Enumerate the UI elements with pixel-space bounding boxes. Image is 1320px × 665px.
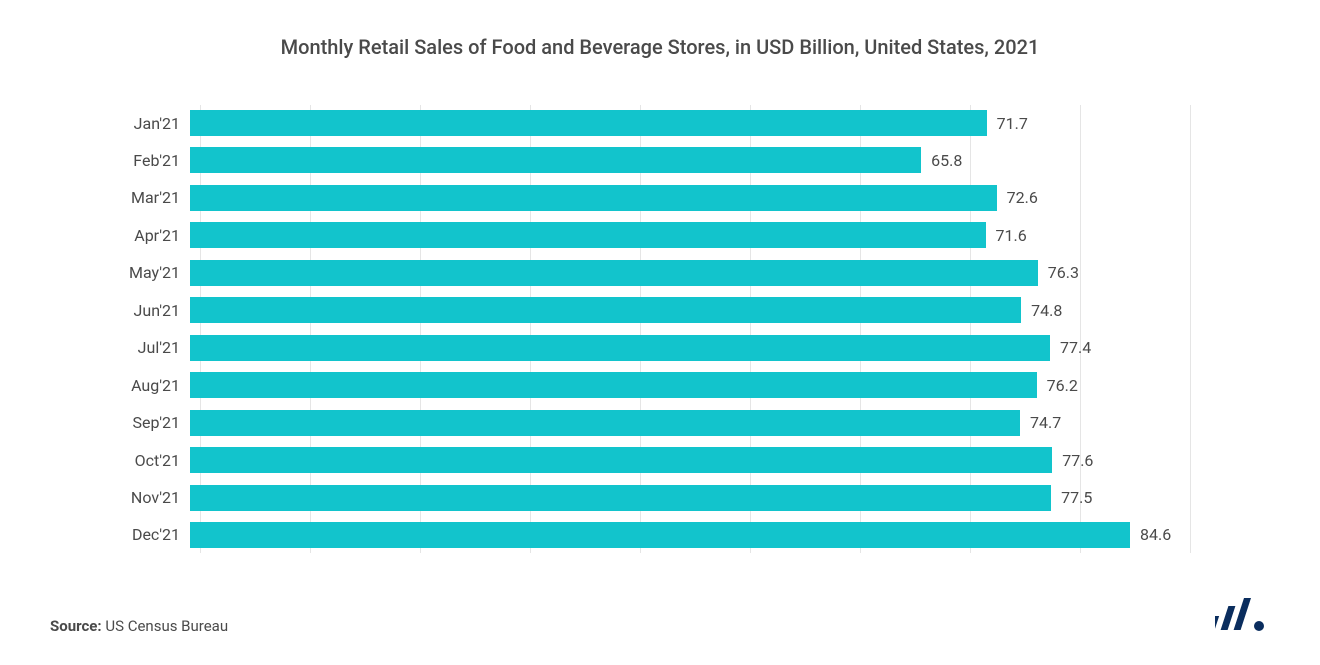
category-label: Nov'21 xyxy=(110,488,190,507)
bar-track: 72.6 xyxy=(190,185,1190,211)
logo-dot xyxy=(1254,621,1264,631)
bar xyxy=(190,297,1021,323)
category-label: Jul'21 xyxy=(110,338,190,357)
bar-row: Jun'21 74.8 xyxy=(110,296,1190,324)
bar-track: 76.2 xyxy=(190,372,1190,398)
bar-track: 77.6 xyxy=(190,447,1190,473)
bar xyxy=(190,260,1038,286)
bar-value: 77.5 xyxy=(1061,488,1092,507)
bar xyxy=(190,147,921,173)
chart-area: Jan'21 71.7 Feb'21 65.8 Mar'21 72.6 Apr'21 71.6… xyxy=(110,109,1190,549)
bar-track: 65.8 xyxy=(190,147,1190,173)
bar-value: 77.6 xyxy=(1062,451,1093,470)
category-label: Aug'21 xyxy=(110,376,190,395)
category-label: Oct'21 xyxy=(110,451,190,470)
gridline xyxy=(1190,105,1191,553)
logo-stripe-2 xyxy=(1221,606,1236,630)
bar xyxy=(190,185,997,211)
bar-row: Nov'21 77.5 xyxy=(110,484,1190,512)
bars-container: Jan'21 71.7 Feb'21 65.8 Mar'21 72.6 Apr'21 71.6… xyxy=(110,109,1190,549)
bar-value: 74.7 xyxy=(1030,413,1061,432)
source-text: US Census Bureau xyxy=(105,617,228,635)
bar-track: 74.8 xyxy=(190,297,1190,323)
source-label: Source: xyxy=(50,617,102,635)
bar xyxy=(190,335,1050,361)
bar-value: 65.8 xyxy=(931,151,962,170)
bar-track: 71.6 xyxy=(190,222,1190,248)
bar-value: 74.8 xyxy=(1031,301,1062,320)
bar-value: 77.4 xyxy=(1060,338,1091,357)
bar xyxy=(190,372,1037,398)
source-attribution: Source: US Census Bureau xyxy=(50,617,228,635)
bar-track: 71.7 xyxy=(190,110,1190,136)
bar-row: Jan'21 71.7 xyxy=(110,109,1190,137)
bar xyxy=(190,410,1020,436)
bar-value: 76.3 xyxy=(1048,263,1079,282)
category-label: Jun'21 xyxy=(110,301,190,320)
category-label: Apr'21 xyxy=(110,226,190,245)
bar-value: 72.6 xyxy=(1007,188,1038,207)
bar-row: Dec'21 84.6 xyxy=(110,521,1190,549)
bar xyxy=(190,110,987,136)
bar-track: 77.4 xyxy=(190,335,1190,361)
chart-title: Monthly Retail Sales of Food and Beverag… xyxy=(50,35,1270,59)
logo-stripe-1 xyxy=(1215,616,1219,630)
bar-value: 71.6 xyxy=(996,226,1027,245)
bar-value: 84.6 xyxy=(1140,525,1171,544)
bar-row: Feb'21 65.8 xyxy=(110,146,1190,174)
bar-row: Sep'21 74.7 xyxy=(110,409,1190,437)
bar xyxy=(190,522,1130,548)
bar xyxy=(190,447,1052,473)
bar-row: Apr'21 71.6 xyxy=(110,221,1190,249)
category-label: Jan'21 xyxy=(110,114,190,133)
logo-stripe-3 xyxy=(1234,598,1251,630)
bar-value: 76.2 xyxy=(1047,376,1078,395)
bar-track: 84.6 xyxy=(190,522,1190,548)
category-label: Dec'21 xyxy=(110,525,190,544)
bar-row: Mar'21 72.6 xyxy=(110,184,1190,212)
bar-track: 77.5 xyxy=(190,485,1190,511)
category-label: May'21 xyxy=(110,263,190,282)
category-label: Sep'21 xyxy=(110,413,190,432)
bar xyxy=(190,222,986,248)
bar-row: May'21 76.3 xyxy=(110,259,1190,287)
bar-track: 76.3 xyxy=(190,260,1190,286)
category-label: Feb'21 xyxy=(110,151,190,170)
bar-row: Oct'21 77.6 xyxy=(110,446,1190,474)
bar-track: 74.7 xyxy=(190,410,1190,436)
bar-row: Aug'21 76.2 xyxy=(110,371,1190,399)
brand-logo xyxy=(1215,598,1270,640)
category-label: Mar'21 xyxy=(110,188,190,207)
bar-value: 71.7 xyxy=(997,114,1028,133)
bar-row: Jul'21 77.4 xyxy=(110,334,1190,362)
bar xyxy=(190,485,1051,511)
